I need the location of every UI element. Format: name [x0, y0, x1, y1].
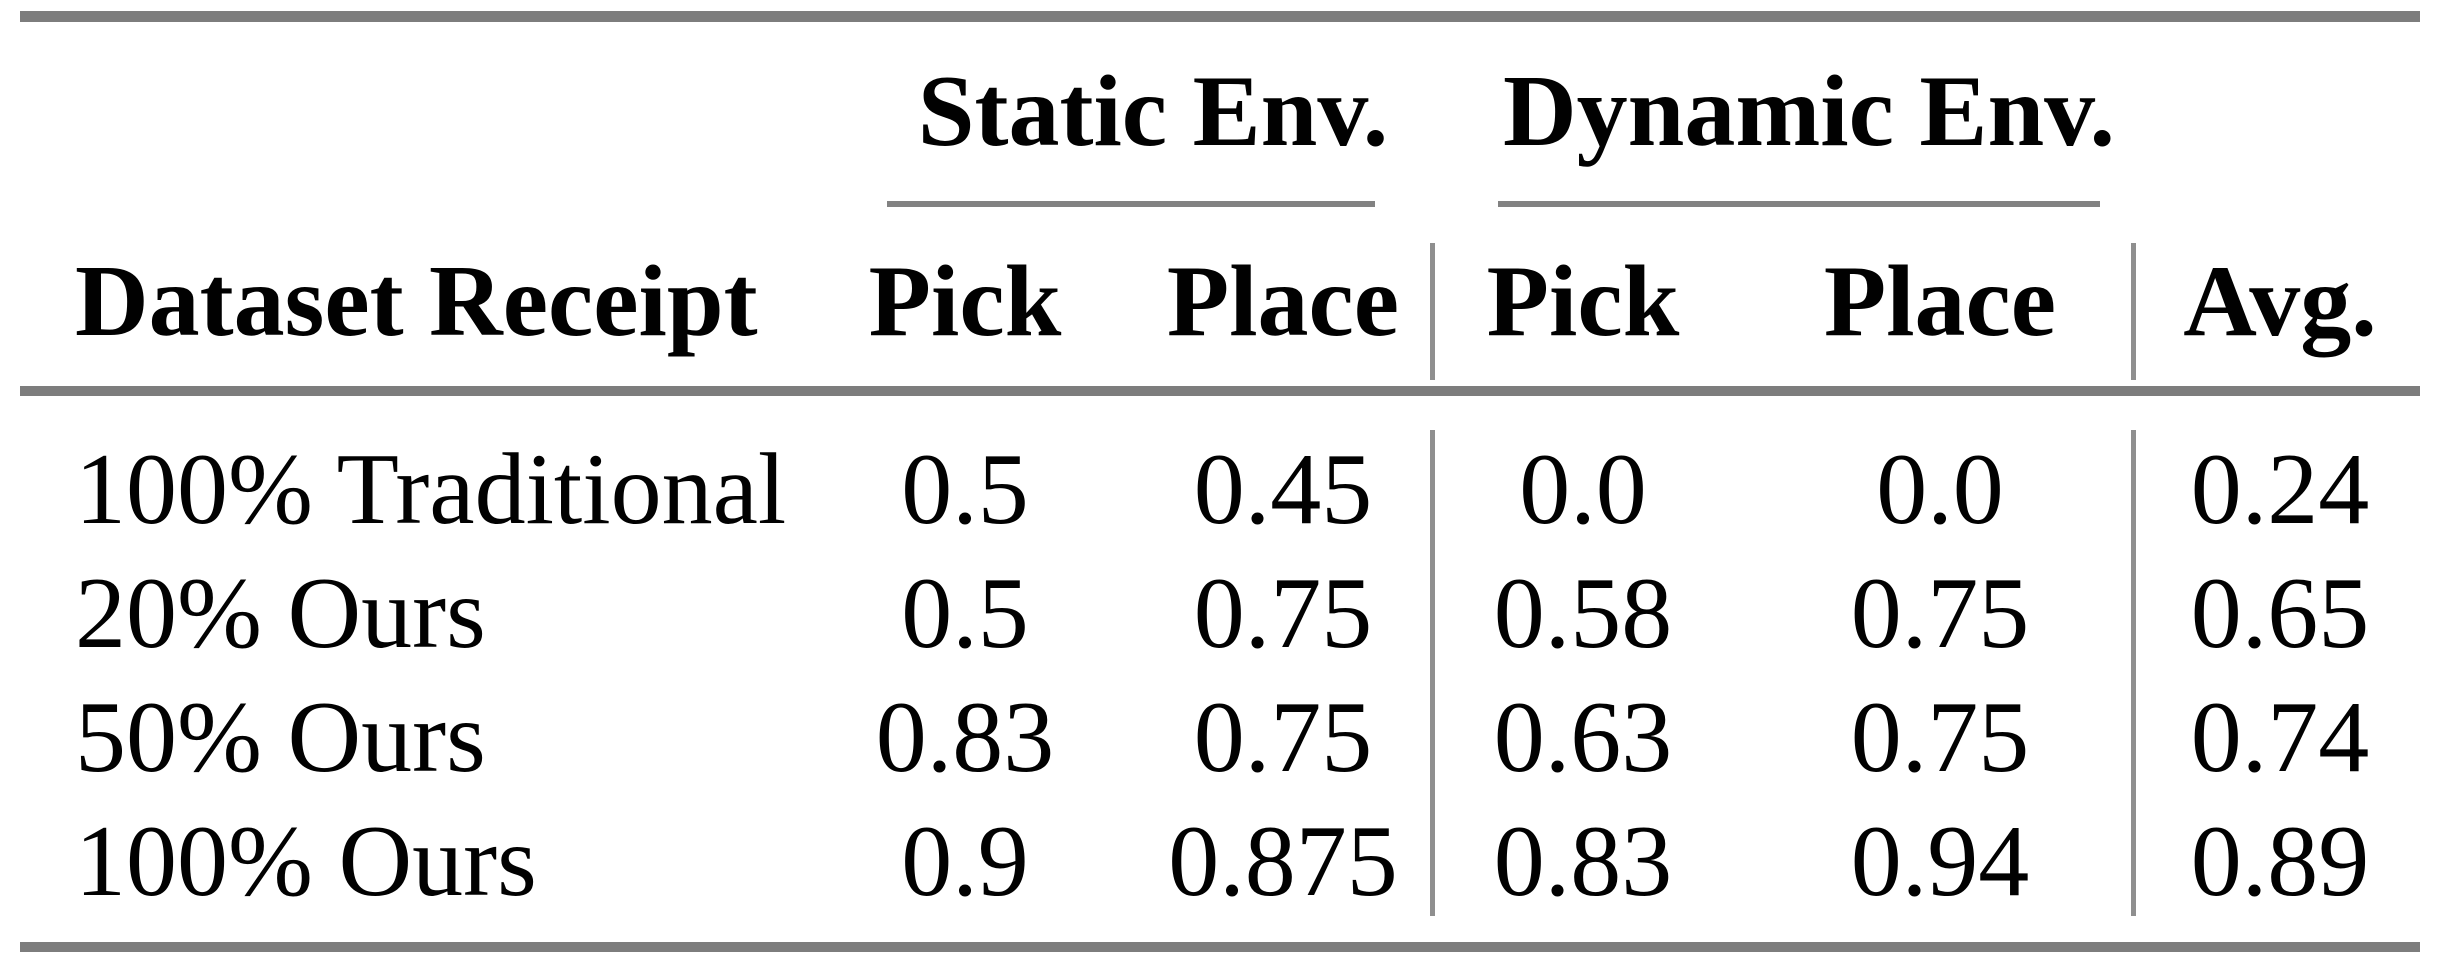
cell-place-dynamic: 0.0	[1876, 433, 2004, 546]
column-header-dataset-receipt: Dataset Receipt	[75, 245, 758, 358]
cell-pick-static: 0.5	[901, 557, 1029, 670]
column-header-avg: Avg.	[2183, 245, 2377, 358]
table-header-rule	[20, 386, 2420, 396]
cell-pick-dynamic: 0.83	[1493, 805, 1673, 918]
cell-place-static: 0.875	[1168, 805, 1398, 918]
cell-pick-static: 0.9	[901, 805, 1029, 918]
column-header-pick-dynamic: Pick	[1486, 245, 1680, 358]
cell-avg: 0.89	[2190, 805, 2370, 918]
cell-place-static: 0.75	[1193, 557, 1373, 670]
column-header-place-static: Place	[1166, 245, 1400, 358]
static-env-underline	[887, 201, 1375, 207]
column-group-static-env: Static Env.	[917, 55, 1389, 168]
vertical-divider-2-header	[2131, 243, 2136, 380]
column-header-pick-static: Pick	[868, 245, 1062, 358]
cell-pick-dynamic: 0.0	[1519, 433, 1647, 546]
cell-pick-dynamic: 0.63	[1493, 681, 1673, 794]
vertical-divider-1-header	[1430, 243, 1435, 380]
row-label: 100% Traditional	[75, 433, 787, 546]
cell-place-dynamic: 0.75	[1850, 681, 2030, 794]
row-label: 50% Ours	[75, 681, 486, 794]
vertical-divider-2-body	[2131, 430, 2136, 916]
cell-place-static: 0.45	[1193, 433, 1373, 546]
column-group-dynamic-env: Dynamic Env.	[1502, 55, 2116, 168]
cell-avg: 0.65	[2190, 557, 2370, 670]
cell-avg: 0.24	[2190, 433, 2370, 546]
row-label: 20% Ours	[75, 557, 486, 670]
cell-pick-static: 0.5	[901, 433, 1029, 546]
column-header-place-dynamic: Place	[1823, 245, 2057, 358]
row-label: 100% Ours	[75, 805, 537, 918]
table-top-rule	[20, 11, 2420, 22]
table-bottom-rule	[20, 942, 2420, 952]
dynamic-env-underline	[1498, 201, 2100, 207]
cell-place-dynamic: 0.75	[1850, 557, 2030, 670]
cell-place-dynamic: 0.94	[1850, 805, 2030, 918]
vertical-divider-1-body	[1430, 430, 1435, 916]
cell-pick-dynamic: 0.58	[1493, 557, 1673, 670]
cell-pick-static: 0.83	[875, 681, 1055, 794]
cell-avg: 0.74	[2190, 681, 2370, 794]
cell-place-static: 0.75	[1193, 681, 1373, 794]
